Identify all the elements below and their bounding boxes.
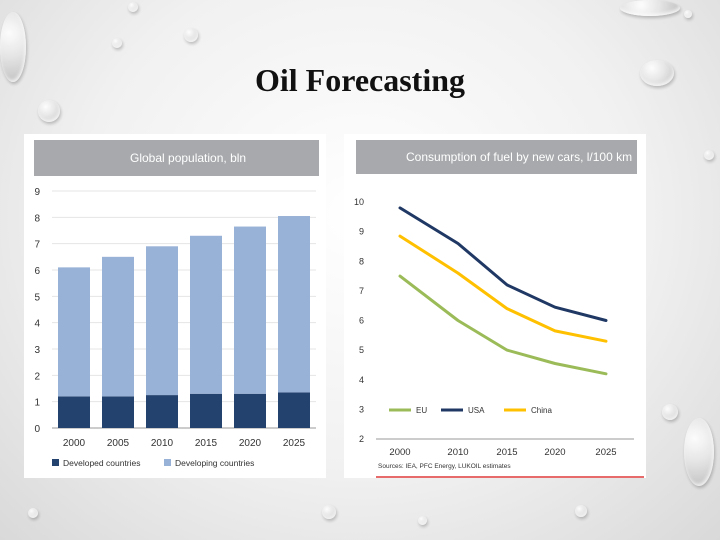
fuel-legend-label: China xyxy=(531,406,552,415)
population-chart-panel: Global population, bln 0 1 2 3 4 5 6 7 8 9 2000 200… xyxy=(24,134,326,478)
water-drop xyxy=(575,505,587,517)
population-x-tick-label: 2010 xyxy=(151,438,174,449)
population-x-tick-label: 2015 xyxy=(195,438,218,449)
water-drop xyxy=(128,2,138,12)
water-drop xyxy=(684,10,692,18)
slide-title: Oil Forecasting xyxy=(254,62,466,98)
water-drop xyxy=(322,505,336,519)
water-drop xyxy=(662,404,678,420)
population-y-tick-label: 4 xyxy=(34,319,40,330)
population-legend-label: Developed countries xyxy=(63,458,141,468)
population-y-tick-label: 1 xyxy=(34,398,40,409)
water-drop xyxy=(620,0,680,16)
fuel-x-tick-label: 2025 xyxy=(595,447,616,458)
fuel-chart-title: Consumption of fuel by new cars, l/100 k… xyxy=(406,150,633,164)
fuel-x-tick-label: 2010 xyxy=(447,447,468,458)
population-chart-header: Global population, bln xyxy=(34,140,319,176)
population-bar-developing xyxy=(190,235,222,394)
population-legend-swatch xyxy=(164,459,171,466)
fuel-series-line-china xyxy=(398,234,608,343)
fuel-series-line-eu xyxy=(398,274,608,376)
fuel-y-tick-label: 10 xyxy=(354,197,364,207)
population-x-tick-label: 2020 xyxy=(239,438,262,449)
fuel-y-tick-label: 2 xyxy=(359,434,364,444)
population-bar-developed xyxy=(278,392,310,428)
water-drop xyxy=(184,28,198,42)
fuel-y-tick-label: 7 xyxy=(359,286,364,296)
population-x-tick-label: 2025 xyxy=(283,438,306,449)
population-bar-developing xyxy=(234,226,266,394)
population-y-tick-label: 6 xyxy=(34,266,40,277)
population-x-tick-label: 2000 xyxy=(63,438,86,449)
population-y-tick-label: 0 xyxy=(34,424,40,435)
population-bar-developed xyxy=(58,396,90,428)
fuel-y-tick-label: 5 xyxy=(359,345,364,355)
population-bar-developed xyxy=(234,393,266,428)
water-drop xyxy=(112,38,122,48)
fuel-y-tick-label: 6 xyxy=(359,316,364,326)
population-x-tick-label: 2005 xyxy=(107,438,130,449)
fuel-y-tick-label: 9 xyxy=(359,227,364,237)
population-bar-developed xyxy=(102,396,134,428)
water-drop xyxy=(0,12,26,82)
population-chart: 0 1 2 3 4 5 6 7 8 9 2000 2005 2010 2015 2020 2025 Develo… xyxy=(34,187,316,468)
fuel-legend-label: EU xyxy=(416,406,427,415)
population-legend-label: Developing countries xyxy=(175,458,254,468)
water-drop xyxy=(38,100,60,122)
population-bar-developed xyxy=(146,395,178,428)
fuel-chart: 2 3 4 5 6 7 8 9 10 2000 2010 2015 2020 2025 EU USA China… xyxy=(354,197,644,478)
fuel-series-line-usa xyxy=(398,206,608,322)
population-bar-developing xyxy=(278,216,310,393)
population-y-tick-label: 7 xyxy=(34,240,40,251)
population-y-tick-label: 2 xyxy=(34,371,40,382)
population-bar-developed xyxy=(190,393,222,428)
population-y-tick-label: 5 xyxy=(34,292,40,303)
fuel-x-tick-label: 2020 xyxy=(544,447,565,458)
water-drop xyxy=(640,60,674,86)
population-y-tick-label: 8 xyxy=(34,213,40,224)
fuel-chart-panel: Consumption of fuel by new cars, l/100 k… xyxy=(344,134,646,478)
population-bar-developing xyxy=(102,256,134,397)
population-chart-title: Global population, bln xyxy=(130,151,247,165)
population-y-tick-label: 3 xyxy=(34,345,40,356)
fuel-chart-header: Consumption of fuel by new cars, l/100 k… xyxy=(356,140,637,174)
fuel-y-tick-label: 3 xyxy=(359,404,364,414)
fuel-y-tick-label: 4 xyxy=(359,375,364,385)
population-legend-swatch xyxy=(52,459,59,466)
fuel-legend-label: USA xyxy=(468,406,485,415)
population-y-tick-label: 9 xyxy=(34,187,40,198)
water-drop xyxy=(28,508,38,518)
population-bar-developing xyxy=(146,246,178,396)
water-drop xyxy=(418,516,427,525)
fuel-y-tick-label: 8 xyxy=(359,256,364,266)
fuel-source-note: Sources: IEA, PFC Energy, LUKOIL estimat… xyxy=(378,463,511,470)
water-drop xyxy=(684,418,714,486)
fuel-x-tick-label: 2015 xyxy=(496,447,517,458)
population-bar-developing xyxy=(58,267,90,397)
water-drop xyxy=(704,150,714,160)
fuel-x-tick-label: 2000 xyxy=(389,447,410,458)
